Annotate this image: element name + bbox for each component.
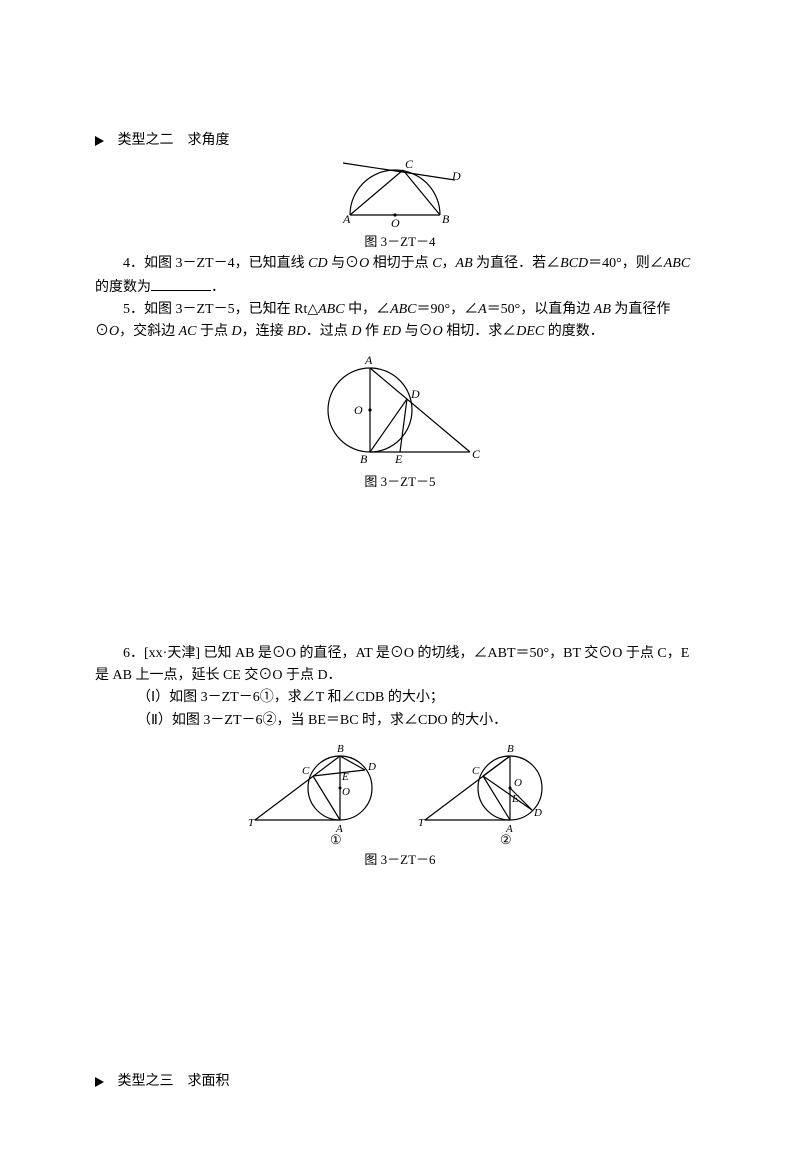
fig6-caption-text: 图 3－ZT－6 — [364, 852, 435, 867]
triangle-icon-2 — [95, 1077, 104, 1087]
question-6-i: （Ⅰ）如图 3－ZT－6①，求∠T 和∠CDB 的大小； — [95, 687, 705, 709]
q5-ed: ED — [382, 324, 401, 339]
question-6-main: 6．[xx·天津] 已知 AB 是⊙O 的直径，AT 是⊙O 的切线，∠ABT＝… — [95, 643, 705, 688]
svg-text:C: C — [472, 765, 480, 777]
section-2-label: 类型之二 — [118, 133, 174, 148]
q5-t2: 中，∠ — [345, 302, 391, 317]
figure-4-caption: 图 3－ZT－4 — [95, 232, 705, 253]
figure-6-2: A B C D E O T ② — [410, 738, 560, 848]
q5-ab: AB — [594, 302, 611, 317]
svg-text:C: C — [405, 160, 414, 171]
svg-text:D: D — [410, 387, 420, 401]
section-3-header: 类型之三 求面积 — [95, 1071, 705, 1093]
question-6-ii: （Ⅱ）如图 3－ZT－6②，当 BE＝BC 时，求∠CDO 的大小． — [95, 710, 705, 732]
svg-text:B: B — [360, 452, 368, 466]
q4-t7: 的度数为 — [95, 280, 151, 295]
q5-t7: 于点 — [197, 324, 232, 339]
q5-t9: ．过点 — [306, 324, 352, 339]
svg-text:D: D — [367, 761, 376, 773]
q4-abc: ABC — [664, 256, 690, 271]
q4-o: O — [359, 256, 369, 271]
q5-d: D — [232, 324, 242, 339]
svg-text:T: T — [248, 817, 255, 829]
svg-text:B: B — [442, 212, 450, 226]
q5-t3: ＝90°，∠ — [417, 302, 479, 317]
section-2-title: 求角度 — [188, 133, 230, 148]
figure-6-caption: 图 3－ZT－6 — [95, 850, 705, 871]
q4-cd: CD — [308, 256, 327, 271]
q4-t5: 为直径．若∠ — [473, 256, 561, 271]
svg-text:②: ② — [500, 832, 512, 847]
svg-text:C: C — [472, 447, 481, 461]
q5-t10: 作 — [361, 324, 382, 339]
q5-dec: DEC — [516, 324, 544, 339]
q4-bcd: BCD — [560, 256, 588, 271]
svg-text:E: E — [341, 771, 349, 783]
q5-t13: 的度数． — [544, 324, 604, 339]
q5-o2: O — [433, 324, 443, 339]
section-3-label: 类型之三 — [118, 1074, 174, 1089]
svg-text:E: E — [394, 452, 403, 466]
q5-t6: ，交斜边 — [119, 324, 179, 339]
q4-t1: 4．如图 3－ZT－4，已知直线 — [123, 256, 308, 271]
q4-ab: AB — [456, 256, 473, 271]
svg-text:A: A — [342, 212, 351, 226]
q5-t11: 与⊙ — [401, 324, 433, 339]
svg-text:E: E — [511, 793, 519, 805]
q4-t2: 与⊙ — [328, 256, 360, 271]
svg-text:①: ① — [330, 832, 342, 847]
svg-text:B: B — [507, 743, 514, 755]
svg-text:T: T — [418, 817, 425, 829]
q5-d2: D — [351, 324, 361, 339]
figure-5: A B C D E O — [95, 350, 705, 470]
q5-t4: ＝50°，以直角边 — [487, 302, 594, 317]
svg-text:O: O — [514, 777, 522, 789]
q4-blank — [151, 276, 211, 291]
q5-t8: ，连接 — [242, 324, 288, 339]
svg-text:A: A — [364, 353, 373, 367]
svg-text:C: C — [302, 765, 310, 777]
q5-ac: AC — [179, 324, 197, 339]
q5-bd: BD — [287, 324, 306, 339]
figure-6: A B C D E O T ① — [95, 738, 705, 848]
q5-a: A — [478, 302, 487, 317]
q5-t12: 相切．求∠ — [443, 324, 517, 339]
q5-o: O — [109, 324, 119, 339]
q4-t4: ， — [442, 256, 456, 271]
svg-text:D: D — [451, 169, 461, 183]
figure-5-caption: 图 3－ZT－5 — [95, 472, 705, 493]
figure-4: A B C D O — [95, 160, 705, 230]
q5-abc2: ABC — [390, 302, 416, 317]
figure-6-1: A B C D E O T ① — [240, 738, 390, 848]
svg-text:D: D — [533, 807, 542, 819]
svg-text:O: O — [354, 403, 363, 417]
question-4: 4．如图 3－ZT－4，已知直线 CD 与⊙O 相切于点 C，AB 为直径．若∠… — [95, 253, 705, 299]
q4-t8: ． — [211, 280, 225, 295]
triangle-icon — [95, 136, 104, 146]
q5-abc: ABC — [318, 302, 344, 317]
svg-text:O: O — [391, 216, 400, 230]
svg-text:B: B — [337, 743, 344, 755]
q4-c: C — [432, 256, 441, 271]
section-3-title: 求面积 — [188, 1074, 230, 1089]
svg-text:O: O — [342, 786, 350, 798]
q4-t3: 相切于点 — [369, 256, 432, 271]
section-2-header: 类型之二 求角度 — [95, 130, 705, 152]
q4-t6: ＝40°，则∠ — [588, 256, 664, 271]
question-5: 5．如图 3－ZT－5，已知在 Rt△ABC 中，∠ABC＝90°，∠A＝50°… — [95, 299, 705, 344]
q5-t1: 5．如图 3－ZT－5，已知在 Rt△ — [123, 302, 318, 317]
